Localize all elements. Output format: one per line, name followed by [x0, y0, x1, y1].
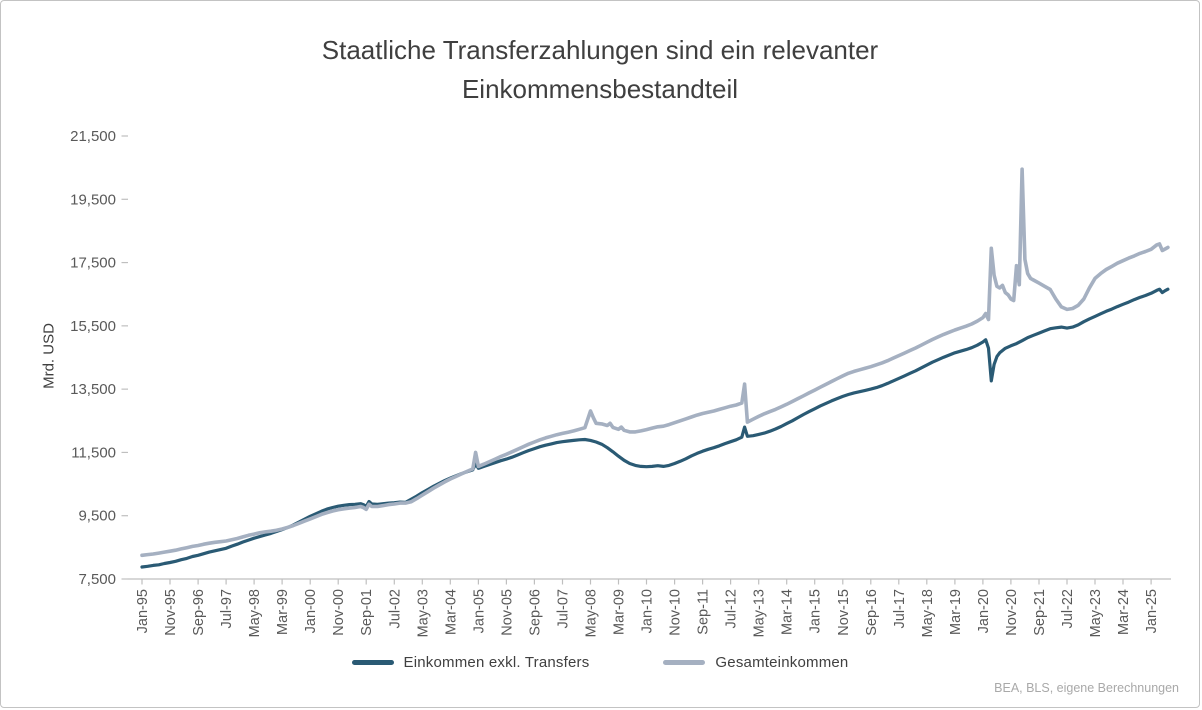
y-tick-label: 21,500 [70, 128, 116, 145]
x-tick-label: Sep-21 [1032, 589, 1048, 636]
y-tick-label: 17,500 [70, 255, 116, 272]
x-tick-label: Sep-96 [191, 589, 207, 636]
x-tick-label: Jul-22 [1060, 589, 1076, 629]
x-tick-label: May-23 [1088, 589, 1104, 637]
y-tick-label: 15,500 [70, 318, 116, 335]
source-note: BEA, BLS, eigene Berechnungen [994, 681, 1179, 695]
series-line-einkommen-exkl-transfers [140, 287, 1170, 569]
x-tick-label: Nov-20 [1004, 589, 1020, 636]
x-tick-label: Jan-00 [303, 589, 319, 633]
x-tick-label: May-08 [584, 589, 600, 637]
x-tick-label: Mar-09 [612, 589, 628, 635]
series-line-gesamteinkommen [140, 167, 1170, 558]
x-tick-label: Sep-16 [864, 589, 880, 636]
x-tick-label: Mar-14 [780, 589, 796, 635]
x-tick-label: Nov-95 [163, 589, 179, 636]
x-tick-label: Jan-10 [640, 589, 656, 633]
x-tick-label: Sep-11 [696, 589, 712, 635]
x-tick-label: Mar-24 [1116, 589, 1132, 635]
x-tick-label: May-13 [752, 589, 768, 637]
x-tick-label: Mar-99 [275, 589, 291, 635]
y-tick-label: 13,500 [70, 381, 116, 398]
chart-title: Staatliche Transferzahlungen sind ein re… [1, 31, 1199, 109]
x-tick-label: Jul-02 [387, 589, 403, 629]
y-tick-label: 11,500 [71, 444, 116, 461]
x-tick-label: Nov-05 [499, 589, 515, 636]
x-tick-label: Mar-04 [443, 589, 459, 635]
x-tick-label: May-18 [920, 589, 936, 637]
x-tick-label: Jul-07 [556, 589, 572, 629]
x-tick-label: Nov-10 [668, 589, 684, 636]
legend-item-gesamteinkommen: Gesamteinkommen [663, 654, 848, 671]
x-tick-label: Jul-12 [724, 589, 740, 629]
x-tick-label: Nov-00 [331, 589, 347, 636]
x-tick-label: May-98 [247, 589, 263, 637]
x-tick-label: May-03 [415, 589, 431, 637]
y-tick-label: 9,500 [78, 508, 116, 525]
x-tick-label: Jan-15 [808, 589, 824, 633]
legend-swatch-einkommen-exkl-transfers [351, 660, 394, 665]
x-tick-label: Jan-95 [135, 589, 151, 633]
x-tick-label: Jan-20 [976, 589, 992, 633]
x-tick-label: Mar-19 [948, 589, 964, 635]
legend-label-einkommen-exkl-transfers: Einkommen exkl. Transfers [403, 654, 590, 671]
legend-label-gesamteinkommen: Gesamteinkommen [715, 654, 849, 671]
x-tick-label: Jan-05 [471, 589, 487, 633]
y-tick-label: 19,500 [70, 191, 116, 208]
x-tick-label: Nov-15 [836, 589, 852, 636]
x-tick-label: Sep-01 [359, 589, 375, 636]
legend-item-einkommen-exkl-transfers: Einkommen exkl. Transfers [351, 654, 590, 671]
chart-title-line1: Staatliche Transferzahlungen sind ein re… [321, 35, 879, 65]
x-tick-label: Jul-97 [219, 589, 235, 629]
legend: Einkommen exkl. Transfers Gesamteinkomme… [1, 654, 1199, 671]
x-tick-label: Jul-17 [892, 589, 908, 629]
x-tick-label: Jan-25 [1144, 589, 1160, 633]
y-tick-label: 7,500 [78, 571, 116, 588]
legend-swatch-gesamteinkommen [663, 660, 706, 665]
chart-title-line2: Einkommensbestandteil [461, 74, 739, 104]
x-tick-label: Sep-06 [527, 589, 543, 636]
